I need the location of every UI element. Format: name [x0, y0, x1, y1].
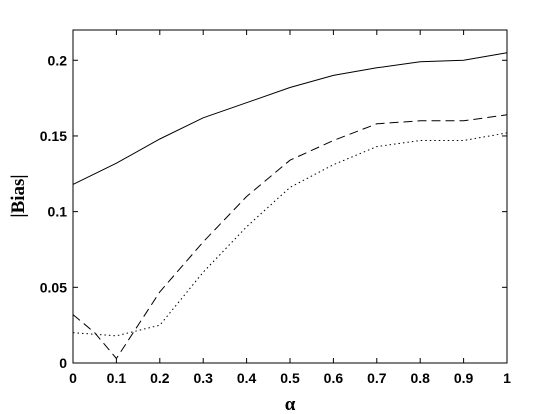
series-layer	[72, 52, 508, 360]
y-axis-title: |Bias|	[8, 174, 29, 217]
y-tick-label: 0.05	[40, 279, 67, 295]
x-tick-label: 0.6	[324, 370, 344, 386]
x-tick-label: 0.8	[410, 370, 430, 386]
x-tick-label: 0	[69, 370, 77, 386]
y-tick-label: 0.15	[40, 128, 67, 144]
plot-area	[72, 29, 508, 364]
x-axis: 0 0.1 0.2 0.3 0.4 0.5 0.6 0.7 0.8 0.9 1	[69, 30, 511, 386]
x-tick-label: 0.4	[237, 370, 257, 386]
y-tick-label: 0.2	[48, 52, 68, 68]
x-axis-title: α	[285, 394, 296, 414]
series-line-dashed	[72, 114, 508, 360]
x-tick-label: 1	[503, 370, 511, 386]
y-tick-label: 0.1	[48, 204, 68, 220]
x-tick-label: 0.2	[150, 370, 170, 386]
x-tick-label: 0.7	[367, 370, 387, 386]
x-tick-label: 0.9	[454, 370, 474, 386]
series-line-solid	[72, 52, 508, 185]
y-tick-label: 0	[59, 355, 67, 371]
y-axis: 0 0.05 0.1 0.15 0.2	[40, 52, 507, 371]
series-line-dotted	[72, 132, 508, 337]
x-tick-label: 0.1	[107, 370, 127, 386]
x-tick-label: 0.3	[193, 370, 213, 386]
x-tick-label: 0.5	[280, 370, 300, 386]
